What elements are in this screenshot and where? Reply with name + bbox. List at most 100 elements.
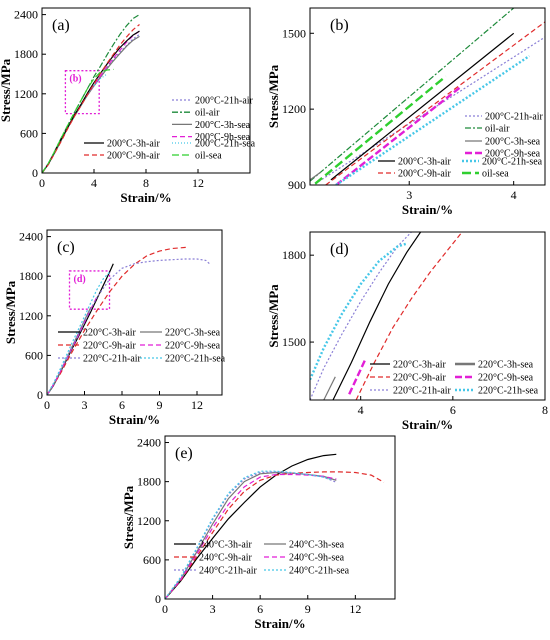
plot-frame (164, 435, 396, 600)
y-axis-label: Stress/MPa (266, 284, 281, 348)
legend-label: 220°C-21h-sea (478, 386, 539, 397)
y-axis-label: Stress/MPa (121, 485, 136, 549)
y-tick-label: 600 (25, 348, 43, 362)
legend-label: 200°C-9h-sea (485, 149, 541, 160)
panel-b: 3 4 900 1200 1500 Strain/% Stress/MPa (b) 200°C-… (266, 7, 546, 217)
legend-label: 200°C-21h-sea (195, 139, 256, 150)
legend-label: 220°C-9h-air (83, 341, 137, 352)
legend-label: 220°C-9h-sea (478, 373, 534, 384)
y-tick-label: 0 (32, 166, 38, 180)
legend-label: 220°C-9h-air (393, 373, 447, 384)
x-tick-label: 0 (44, 398, 50, 412)
x-tick-label: 9 (305, 602, 311, 616)
series-line-200°C-9h-air (42, 24, 140, 173)
legend-label: 240°C-3h-air (199, 540, 253, 551)
y-tick-label: 1200 (282, 102, 306, 116)
legend-label: 240°C-9h-sea (289, 553, 345, 564)
legend-label: 220°C-3h-air (393, 360, 447, 371)
y-axis-label: Stress/MPa (266, 64, 281, 128)
legend-label: 240°C-21h-sea (289, 566, 350, 577)
plot-frame (309, 7, 546, 186)
y-tick-label: 1200 (19, 309, 43, 323)
legend-label: 220°C-21h-air (393, 386, 452, 397)
y-tick-label: 1200 (137, 514, 161, 528)
series-line-240°C-21h-sea (165, 470, 332, 599)
legend-label: 220°C-9h-sea (165, 341, 221, 352)
x-tick-label: 8 (143, 176, 149, 190)
series-line-oil-air (310, 8, 515, 182)
series-line-220°C-3h-sea (323, 376, 336, 400)
series-line-220°C-21h-air (47, 258, 210, 395)
x-tick-label: 0 (39, 176, 45, 190)
y-axis-label: Stress/MPa (3, 280, 18, 344)
y-tick-label: 600 (143, 553, 161, 567)
y-tick-label: 1800 (19, 269, 43, 283)
y-tick-label: 2400 (137, 436, 161, 450)
series-line-200°C-9h-air (325, 21, 545, 185)
series-line-220°C-21h-sea (47, 271, 110, 395)
series-group (165, 453, 385, 599)
y-tick-label: 1800 (137, 475, 161, 489)
panel-c: (d) 0 3 6 9 12 0 600 1200 1800 2400 Strain/% Stress/… (3, 229, 226, 427)
y-tick-label: 2400 (14, 8, 38, 22)
y-axis-label: Stress/MPa (0, 58, 13, 122)
legend-label: 220°C-3h-air (83, 328, 137, 339)
series-line-240°C-9h-sea (165, 473, 337, 599)
legend-label: 200°C-21h-sea (482, 157, 543, 168)
legend-label: oil-sea (482, 169, 509, 180)
legend-label: 220°C-3h-sea (478, 360, 534, 371)
series-line-oil-sea (42, 68, 114, 173)
x-tick-label: 4 (91, 176, 97, 190)
x-tick-label: 12 (191, 398, 203, 412)
legend-label: 240°C-21h-air (199, 566, 258, 577)
legend: 240°C-3h-air 240°C-3h-sea 240°C-9h-air 240°… (174, 540, 350, 577)
x-tick-label: 6 (119, 398, 125, 412)
legend-label: 220°C-21h-sea (165, 354, 226, 365)
series-line-220°C-9h-sea (348, 358, 367, 395)
legend-label: 240°C-9h-air (199, 553, 253, 564)
panel-e: 0 3 6 9 12 0 600 1200 1800 2400 Strain/% Stress/MPa… (121, 435, 396, 631)
series-line-220°C-9h-air (47, 246, 189, 395)
series-line-240°C-3h-air (165, 453, 337, 599)
x-tick-label: 12 (192, 176, 204, 190)
legend-label: 220°C-3h-sea (165, 328, 221, 339)
legend-label: 200°C-21h-air (195, 96, 254, 107)
y-tick-label: 600 (20, 126, 38, 140)
legend-label: 240°C-3h-sea (289, 540, 345, 551)
series-group (47, 246, 210, 395)
legend-label: 200°C-3h-sea (485, 137, 541, 148)
panel-label: (e) (175, 445, 193, 462)
y-tick-label: 1500 (282, 26, 306, 40)
zoom-region-box (68, 270, 111, 310)
series-line-oil-sea (314, 75, 447, 185)
x-tick-label: 9 (157, 398, 163, 412)
zoom-region-label: (b) (69, 74, 81, 85)
panel-label: (c) (57, 239, 75, 256)
x-tick-label: 6 (450, 403, 456, 417)
zoom-region-label: (d) (74, 274, 86, 285)
legend-label: 200°C-3h-sea (195, 120, 251, 131)
x-tick-label: 6 (257, 602, 263, 616)
series-group (310, 232, 463, 400)
series-line-240°C-3h-sea (165, 471, 337, 599)
x-tick-label: 0 (162, 602, 168, 616)
legend-label: oil-sea (195, 151, 222, 162)
y-tick-label: 0 (37, 388, 43, 402)
x-tick-label: 12 (349, 602, 361, 616)
x-axis-label: Strain/% (109, 412, 160, 427)
series-line-200°C-9h-sea (335, 85, 463, 185)
plot-frame (46, 229, 223, 396)
series-group (42, 14, 140, 173)
series-line-240°C-9h-air (165, 471, 385, 599)
x-tick-label: 3 (406, 188, 412, 202)
zoom-region-box (64, 70, 100, 115)
x-tick-label: 8 (542, 403, 548, 417)
y-tick-label: 2400 (19, 230, 43, 244)
x-axis-label: Strain/% (402, 417, 453, 432)
x-tick-label: 4 (358, 403, 364, 417)
series-line-220°C-21h-sea (310, 242, 408, 381)
legend: 220°C-3h-air 220°C-3h-sea 220°C-9h-air 220°… (370, 360, 539, 397)
legend-label: 200°C-9h-sea (195, 132, 251, 143)
plot-frame (309, 231, 546, 401)
